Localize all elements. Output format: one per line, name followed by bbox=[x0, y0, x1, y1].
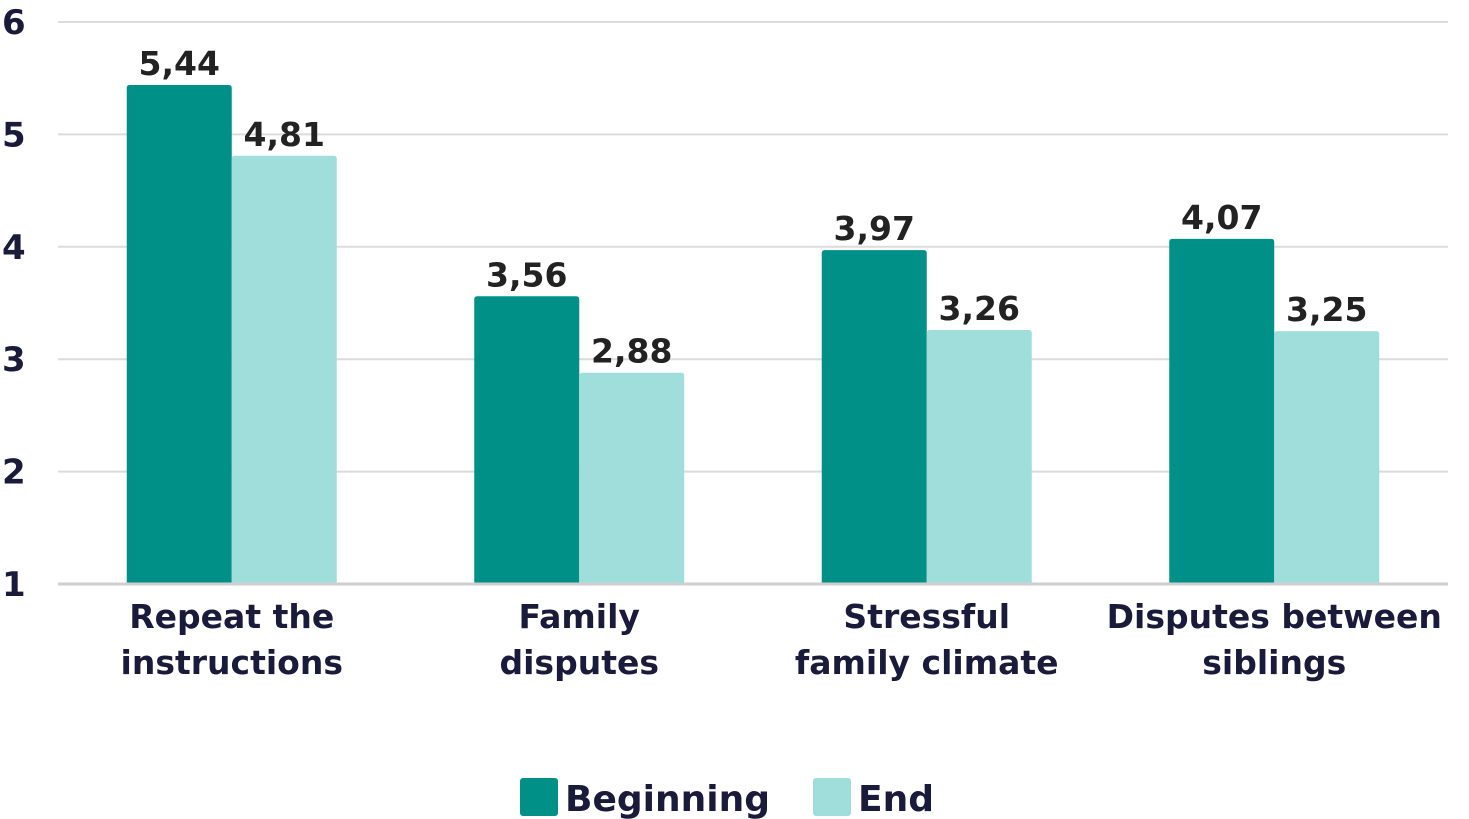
data-label-end-1: 2,88 bbox=[591, 332, 672, 371]
bar-end-0 bbox=[231, 155, 337, 585]
category-label-3: Disputes between siblings bbox=[1107, 597, 1442, 682]
legend-label-end: End bbox=[858, 779, 934, 819]
bar-beginning-0 bbox=[126, 84, 232, 584]
y-tick-label-5: 5 bbox=[2, 115, 26, 155]
legend-label-beginning: Beginning bbox=[565, 779, 770, 819]
bar-end-2 bbox=[926, 329, 1032, 584]
bars bbox=[126, 84, 1380, 585]
y-axis-tick-labels: 1 2 3 4 5 6 bbox=[2, 3, 26, 605]
data-label-beginning-1: 3,56 bbox=[486, 255, 567, 294]
bar-beginning-2 bbox=[821, 250, 927, 584]
bar-end-1 bbox=[579, 372, 685, 584]
legend-item-end: End bbox=[813, 778, 934, 819]
y-tick-label-1: 1 bbox=[2, 565, 26, 605]
data-labels: 5,44 4,81 3,56 2,88 3,97 3,26 4,07 3,25 bbox=[139, 44, 1368, 371]
y-tick-label-4: 4 bbox=[2, 228, 26, 268]
data-label-beginning-0: 5,44 bbox=[139, 44, 220, 83]
y-tick-label-2: 2 bbox=[2, 453, 26, 493]
data-label-end-0: 4,81 bbox=[244, 115, 325, 154]
bar-end-3 bbox=[1274, 331, 1380, 584]
legend-item-beginning: Beginning bbox=[520, 778, 770, 819]
data-label-beginning-3: 4,07 bbox=[1181, 198, 1262, 237]
category-labels: Repeat the instructions Family disputes Stre… bbox=[121, 597, 1442, 682]
data-label-beginning-2: 3,97 bbox=[834, 209, 915, 248]
y-tick-label-6: 6 bbox=[2, 3, 26, 43]
bar-beginning-3 bbox=[1169, 238, 1275, 584]
legend-swatch-end bbox=[813, 778, 851, 816]
category-label-2: Stressful family climate bbox=[795, 597, 1059, 682]
data-label-end-3: 3,25 bbox=[1286, 290, 1367, 329]
y-tick-label-3: 3 bbox=[2, 340, 26, 380]
bar-beginning-1 bbox=[474, 296, 580, 584]
legend-swatch-beginning bbox=[520, 778, 558, 816]
legend: Beginning End bbox=[520, 778, 934, 819]
data-label-end-2: 3,26 bbox=[939, 289, 1020, 328]
category-label-1: Family disputes bbox=[500, 597, 660, 682]
category-label-0: Repeat the instructions bbox=[121, 597, 343, 682]
